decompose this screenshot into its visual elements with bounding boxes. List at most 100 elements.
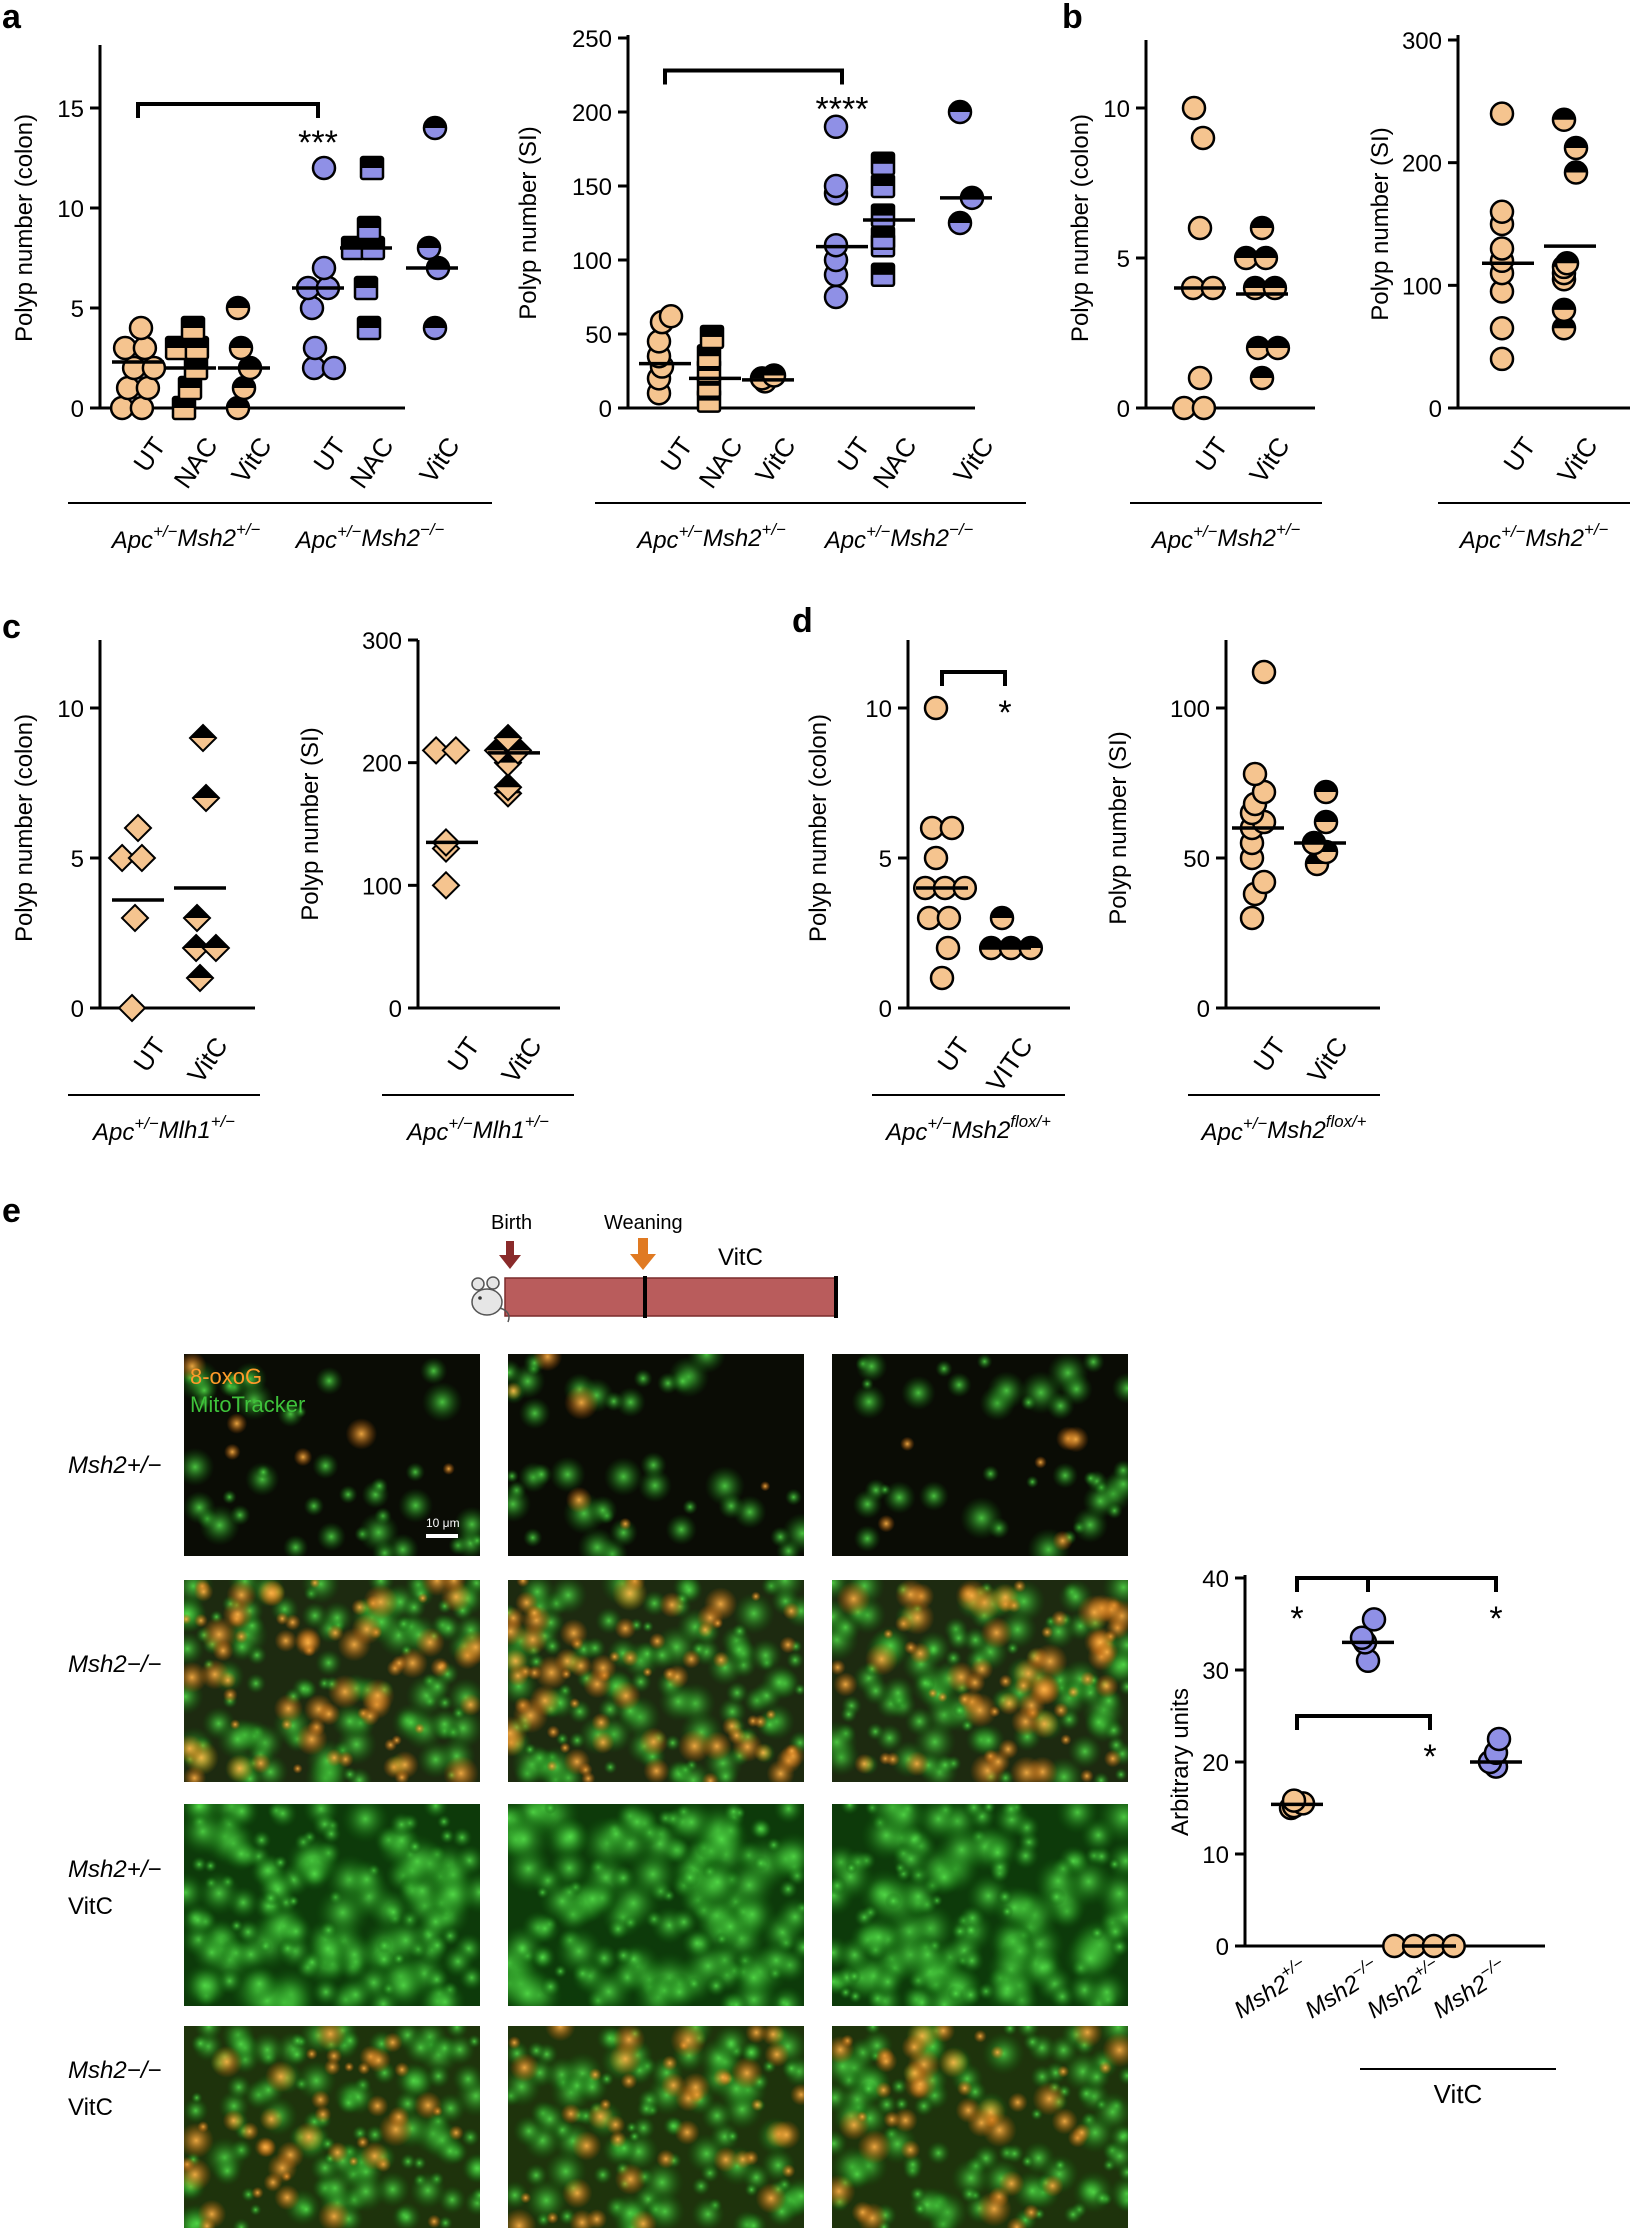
category-label: UT	[931, 1031, 976, 1077]
stain-green	[268, 1804, 298, 1829]
marker-fill	[182, 317, 204, 328]
stain-green	[539, 1976, 562, 1998]
stain-green	[1067, 1734, 1103, 1769]
data-point	[823, 114, 849, 140]
label-superscript: +/−	[866, 522, 890, 541]
marker	[939, 815, 965, 841]
stain-orange	[516, 1580, 530, 1588]
y-tick-label: 10	[1202, 1842, 1229, 1869]
stain-green	[694, 1858, 741, 1906]
stain-orange	[997, 1691, 1021, 1716]
stain-orange	[293, 2121, 325, 2153]
stain-orange	[546, 2211, 559, 2225]
marker	[431, 870, 461, 900]
stain-green	[669, 1907, 699, 1937]
y-axis-label: Polyp number (colon)	[11, 114, 38, 342]
stain-orange	[854, 1753, 875, 1775]
marker	[823, 114, 849, 140]
marker	[135, 375, 161, 401]
stain-green	[982, 1963, 1033, 2006]
stain-orange	[222, 2109, 245, 2132]
stain-orange	[509, 2052, 540, 2083]
label-superscript: +/−	[448, 1114, 472, 1133]
stain-orange	[771, 2120, 801, 2150]
data-point	[231, 375, 257, 401]
stain-orange	[294, 1629, 322, 1657]
marker-fill	[1565, 161, 1587, 173]
label-superscript: +/−	[211, 1112, 235, 1131]
stain-orange	[750, 1591, 761, 1602]
marker	[1239, 905, 1265, 931]
marker-fill	[1553, 298, 1575, 310]
stain-orange	[344, 2061, 355, 2073]
stain-orange	[384, 1738, 398, 1752]
stain-green	[426, 2064, 451, 2089]
data-point	[1554, 251, 1580, 276]
data-point	[1313, 809, 1339, 835]
stain-green	[392, 1951, 406, 1966]
stain-green	[884, 1892, 902, 1910]
marker-fill	[239, 357, 261, 368]
data-point	[1489, 236, 1515, 261]
stain-green	[184, 1902, 216, 1938]
stain-green	[775, 1896, 804, 1938]
stain-orange	[390, 1750, 419, 1779]
marker-fill	[961, 186, 983, 198]
stain-green	[593, 2165, 613, 2185]
stain-green	[398, 1487, 434, 1524]
stain-orange	[274, 1629, 298, 1653]
stain-orange	[184, 2122, 214, 2159]
stain-green	[959, 1948, 985, 1974]
category-label: NAC	[867, 432, 923, 494]
label-superscript: +/−	[679, 522, 703, 541]
stain-green	[549, 1456, 586, 1493]
stain-green	[691, 2176, 711, 2196]
micrograph-texture	[851, 1354, 1128, 1556]
stain-green	[391, 2202, 422, 2228]
significance-bracket	[1295, 1714, 1432, 1730]
stain-orange	[832, 1659, 846, 1676]
stain-orange	[851, 2201, 874, 2224]
data-point	[1249, 365, 1275, 391]
stain-orange	[712, 1651, 730, 1669]
label-superscript: −/−	[949, 520, 973, 539]
label-superscript: +/−	[1276, 520, 1300, 539]
stain-green	[852, 1489, 883, 1520]
category-label: VitC	[1243, 432, 1295, 489]
stain-green	[370, 1477, 389, 1495]
marker	[1486, 1726, 1512, 1752]
stain-orange	[608, 2042, 642, 2076]
marker-fill	[872, 204, 894, 216]
data-point	[989, 905, 1015, 931]
category-label: UT	[1189, 431, 1234, 477]
stain-orange	[927, 1688, 938, 1699]
y-tick-label: 10	[1103, 96, 1130, 123]
stain-orange	[360, 1678, 395, 1713]
marker-fill	[185, 337, 208, 348]
stain-green	[987, 1371, 1026, 1410]
label-superscript: +/−	[1584, 520, 1608, 539]
stain-orange	[900, 1436, 915, 1452]
data-point	[1187, 365, 1213, 391]
micrograph-texture	[508, 1804, 804, 2006]
marker-fill	[361, 237, 384, 248]
data-point	[359, 155, 385, 181]
stain-orange	[1010, 1707, 1041, 1737]
stain-green	[245, 1673, 267, 1694]
marker-fill	[701, 325, 723, 337]
stain-green	[422, 1804, 449, 1819]
stain-green	[851, 1384, 887, 1420]
stain-orange	[546, 1725, 560, 1739]
data-point	[441, 735, 471, 765]
stain-green	[960, 2184, 979, 2204]
stain-orange	[326, 1624, 344, 1642]
marker	[1187, 365, 1213, 391]
stain-orange	[1062, 1426, 1089, 1453]
stain-green	[882, 1480, 916, 1515]
stain-orange	[292, 1763, 303, 1774]
stain-orange	[345, 1418, 378, 1450]
marker	[1191, 395, 1217, 421]
stain-green	[670, 1369, 695, 1394]
data-point	[1489, 101, 1515, 126]
stain-orange	[414, 1723, 426, 1735]
